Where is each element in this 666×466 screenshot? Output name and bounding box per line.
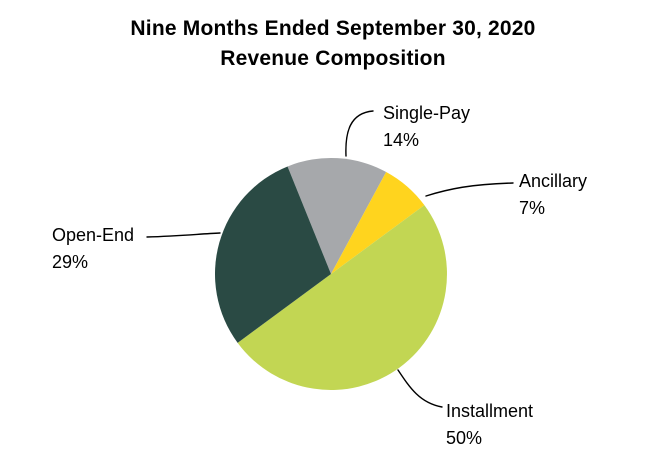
leader-line-installment xyxy=(397,369,443,408)
callout-installment-label: Installment xyxy=(446,401,534,421)
callout-installment-value: 50% xyxy=(446,428,483,448)
leader-line-ancillary xyxy=(425,182,514,197)
leader-line-single-pay xyxy=(345,110,374,157)
pie-slice-installment xyxy=(237,205,447,390)
pie-slice-open-end xyxy=(214,166,331,343)
chart-title-line2: Revenue Composition xyxy=(220,47,446,70)
callout-single-pay-value: 14% xyxy=(383,130,420,150)
pie-slices xyxy=(214,158,447,390)
chart-title: Nine Months Ended September 30, 2020 Rev… xyxy=(0,14,666,74)
callout-single-pay: Single-Pay 14% xyxy=(383,100,470,154)
callout-open-end: Open-End 29% xyxy=(52,222,134,276)
leader-line-open-end xyxy=(146,232,221,238)
chart-title-line1: Nine Months Ended September 30, 2020 xyxy=(130,17,536,40)
pie-slice-ancillary xyxy=(331,171,425,274)
callout-ancillary-value: 7% xyxy=(519,198,546,218)
callout-installment: Installment 50% xyxy=(446,398,533,452)
callout-single-pay-label: Single-Pay xyxy=(383,103,471,123)
callout-open-end-value: 29% xyxy=(52,252,89,272)
callout-ancillary-label: Ancillary xyxy=(519,171,588,191)
callout-open-end-label: Open-End xyxy=(52,225,135,245)
callout-ancillary: Ancillary 7% xyxy=(519,168,587,222)
pie-slice-single-pay xyxy=(287,158,387,274)
